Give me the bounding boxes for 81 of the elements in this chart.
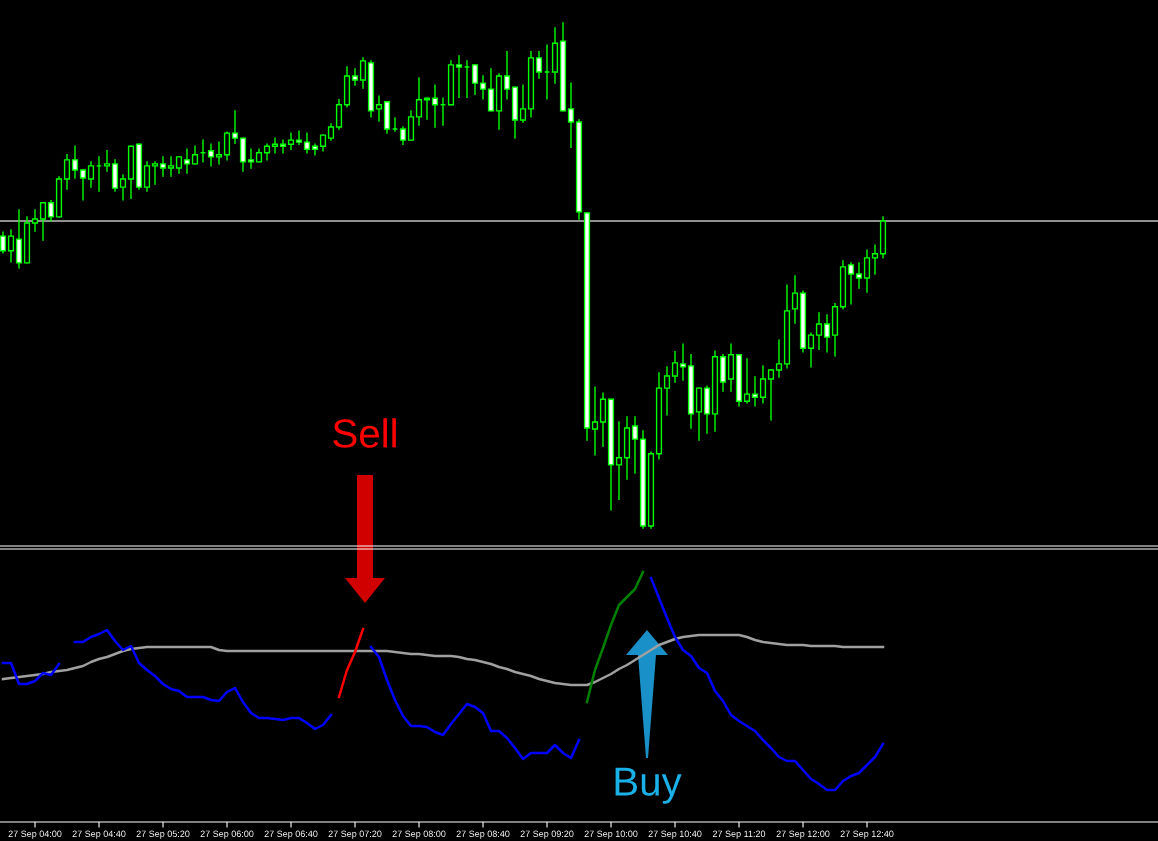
candlestick (63, 154, 71, 190)
x-tick-label: 27 Sep 10:40 (648, 830, 702, 839)
candlestick (671, 351, 679, 383)
x-tick-label: 27 Sep 08:40 (456, 830, 510, 839)
candlestick (407, 110, 415, 141)
candlestick (279, 139, 287, 154)
candlestick (335, 99, 343, 130)
annotation: Buy (615, 767, 682, 804)
candlestick (7, 229, 15, 263)
candlestick (535, 51, 543, 79)
candlestick (415, 77, 423, 126)
candlestick (503, 51, 511, 100)
candlestick (215, 141, 223, 165)
candlestick (599, 392, 607, 447)
candlestick (15, 209, 23, 269)
candlestick (823, 314, 831, 353)
candlestick (359, 57, 367, 89)
x-tick-label: 27 Sep 06:40 (264, 830, 318, 839)
candlestick (455, 55, 463, 98)
candlestick (87, 161, 95, 188)
candlestick (0, 231, 7, 254)
candlestick (103, 150, 111, 172)
candlestick (311, 143, 319, 156)
x-tick-label: 27 Sep 12:00 (776, 830, 830, 839)
candlestick (287, 132, 295, 150)
candlestick (855, 262, 863, 289)
candlestick (271, 137, 279, 154)
candlestick (119, 174, 127, 201)
candlestick (295, 130, 303, 145)
annotation: Sell (333, 418, 396, 448)
candlestick (791, 275, 799, 324)
x-tick-label: 27 Sep 12:40 (840, 830, 894, 839)
candlestick (231, 110, 239, 144)
candlestick (767, 369, 775, 421)
candlestick (863, 249, 871, 293)
candlestick (39, 202, 47, 241)
candlestick (519, 84, 527, 123)
candlestick (751, 376, 759, 407)
x-tick-label: 27 Sep 07:20 (328, 830, 382, 839)
x-tick-label: 27 Sep 06:00 (200, 830, 254, 839)
x-tick-label: 27 Sep 11:20 (712, 830, 766, 839)
candlestick (479, 75, 487, 100)
x-tick-label: 27 Sep 08:00 (392, 830, 446, 839)
candlestick (871, 244, 879, 275)
candlestick (31, 209, 39, 232)
candlestick (151, 161, 159, 185)
candlestick (207, 143, 215, 167)
candlestick (775, 339, 783, 378)
x-tick-label: 27 Sep 04:40 (72, 830, 126, 839)
candlestick (143, 161, 151, 192)
candlestick (679, 343, 687, 381)
candlestick (183, 148, 191, 174)
x-tick-label: 27 Sep 10:00 (584, 830, 638, 839)
candlestick (615, 421, 623, 500)
candlestick (815, 312, 823, 350)
candlestick (351, 68, 359, 86)
x-tick-label: 27 Sep 09:20 (520, 830, 574, 839)
candlestick (591, 386, 599, 456)
x-tick-label: 27 Sep 04:00 (8, 830, 62, 839)
candlestick (159, 156, 167, 177)
candlestick (303, 132, 311, 154)
candlestick (567, 82, 575, 148)
candlestick (759, 365, 767, 404)
candlestick (71, 145, 79, 179)
candlestick (223, 131, 231, 161)
candlestick (631, 416, 639, 474)
candlestick (695, 387, 703, 441)
candlestick (431, 84, 439, 128)
candlestick (487, 68, 495, 112)
candlestick (847, 262, 855, 305)
candlestick (471, 64, 479, 95)
candlestick (743, 358, 751, 404)
candlestick (807, 332, 815, 368)
x-tick-label: 27 Sep 05:20 (136, 830, 190, 839)
candlestick (47, 200, 55, 222)
candlestick (247, 148, 255, 169)
candlestick (167, 156, 175, 177)
candlestick (663, 366, 671, 416)
candlestick (79, 169, 87, 201)
candlestick (375, 95, 383, 122)
candlestick (239, 137, 247, 172)
